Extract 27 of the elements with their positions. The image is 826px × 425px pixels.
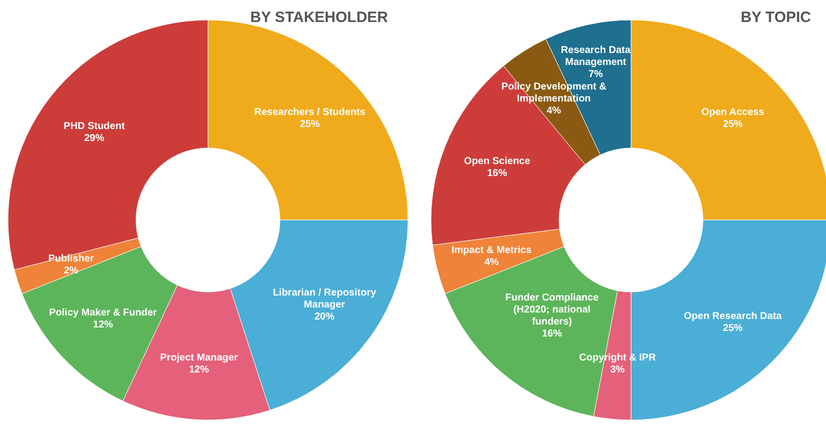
- slice-label: Researchers / Students: [254, 106, 366, 118]
- data-label: 25%: [722, 322, 743, 334]
- data-label: 16%: [487, 168, 508, 179]
- data-label: 20%: [314, 311, 335, 322]
- data-label: 12%: [188, 364, 210, 376]
- data-label: 3%: [610, 364, 625, 375]
- slice-label: Librarian / Repository Manager: [272, 287, 377, 310]
- slice-label: Open Access: [701, 106, 765, 118]
- slice-label: Project Manager: [160, 352, 238, 364]
- data-label: 2%: [64, 265, 78, 276]
- data-label: 29%: [84, 132, 104, 144]
- slice-label: Policy Maker & Funder: [49, 307, 158, 318]
- data-label: 12%: [93, 319, 114, 330]
- slice-label: Research Data Management: [560, 44, 631, 68]
- data-label: 16%: [542, 328, 562, 340]
- data-label: 7%: [588, 68, 603, 80]
- chart-title: BY TOPIC: [740, 9, 812, 26]
- data-label: 25%: [722, 118, 743, 130]
- slice-label: Impact & Metrics: [452, 244, 532, 256]
- data-label: 25%: [300, 118, 320, 130]
- slice-label: Open Science: [464, 156, 531, 167]
- slice-label: Open Research Data: [684, 310, 782, 322]
- data-label: 4%: [546, 105, 562, 116]
- slice-label: PHD Student: [64, 120, 126, 132]
- chart-title: BY STAKEHOLDER: [250, 9, 388, 26]
- slice-label: Funder Compliance (H2020; national funders): [505, 292, 600, 328]
- data-label: 4%: [484, 256, 499, 268]
